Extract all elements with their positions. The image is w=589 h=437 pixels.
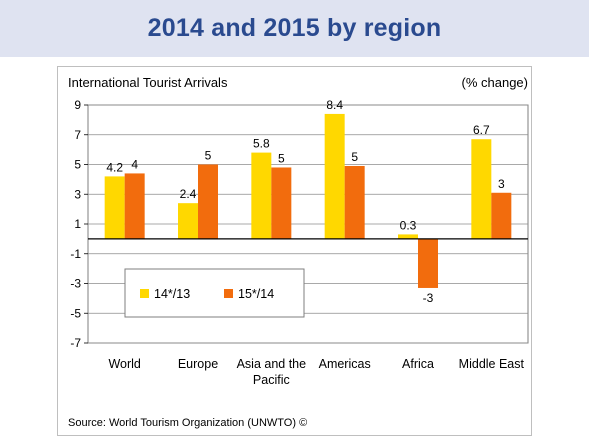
bar-series1 [324, 113, 345, 239]
bar-series1 [251, 152, 272, 239]
y-tick-label: -3 [70, 277, 81, 291]
y-tick-label: 5 [74, 158, 81, 172]
chart-svg: International Tourist Arrivals (% change… [68, 75, 529, 429]
unit-note: (% change) [462, 75, 528, 90]
bar-series2 [491, 192, 512, 239]
legend-label: 15*/14 [238, 287, 274, 301]
data-label: 5 [205, 149, 212, 163]
y-tick-label: 7 [74, 128, 81, 142]
data-label: 5 [278, 151, 285, 165]
x-category-label: Asia and the Pacific [237, 357, 307, 387]
data-label: 3 [498, 177, 505, 191]
legend-label: 14*/13 [154, 287, 190, 301]
bar-series1 [398, 234, 418, 239]
legend-swatch [140, 289, 149, 298]
x-category-label: Europe [178, 357, 218, 371]
bar-series2 [418, 238, 438, 288]
data-label: 6.7 [473, 123, 490, 137]
x-category-label: Africa [402, 357, 434, 371]
bar-series1 [178, 203, 198, 239]
chart-figure: International Tourist Arrivals (% change… [57, 66, 532, 436]
y-tick-label: 1 [74, 217, 81, 231]
bar-series1 [471, 139, 492, 239]
data-label: 4.2 [106, 160, 123, 174]
data-label: 4 [131, 157, 138, 171]
x-category-label: Americas [319, 357, 371, 371]
chart-title: International Tourist Arrivals [68, 75, 228, 90]
bars-layer: 4.2 2.4 5.8 8.4 0.3 6.7 4 5 5 5 -3 3 [88, 98, 528, 305]
x-category-label: Middle East [459, 357, 525, 371]
y-tick-label: 3 [74, 187, 81, 201]
legend-box [124, 268, 305, 318]
y-tick-label: -1 [70, 247, 81, 261]
bar-series2 [344, 165, 365, 239]
x-category-label: World [108, 357, 140, 371]
legend: 14*/13 15*/14 [124, 268, 305, 318]
y-tick-label: 9 [74, 98, 81, 112]
data-label: 0.3 [400, 218, 417, 232]
x-axis-labels: World Europe Asia and the Pacific Americas Af… [108, 357, 524, 387]
data-label: -3 [423, 291, 434, 305]
bar-series2 [124, 173, 145, 239]
source-note: Source: World Tourism Organization (UNWT… [68, 417, 307, 429]
data-label: 5 [351, 150, 358, 164]
data-label: 2.4 [180, 187, 197, 201]
y-axis: 9 7 5 3 1 -1 -3 -5 -7 [70, 98, 88, 350]
data-label: 5.8 [253, 137, 270, 151]
y-tick-label: -5 [70, 306, 81, 320]
bar-series2 [198, 164, 218, 239]
slide-title: 2014 and 2015 by region [147, 14, 442, 42]
bar-series1 [104, 176, 125, 239]
y-tick-label: -7 [70, 336, 81, 350]
slide-title-band: 2014 and 2015 by region [0, 0, 589, 57]
legend-swatch [224, 289, 233, 298]
bar-series2 [271, 167, 292, 239]
data-label: 8.4 [326, 98, 343, 112]
